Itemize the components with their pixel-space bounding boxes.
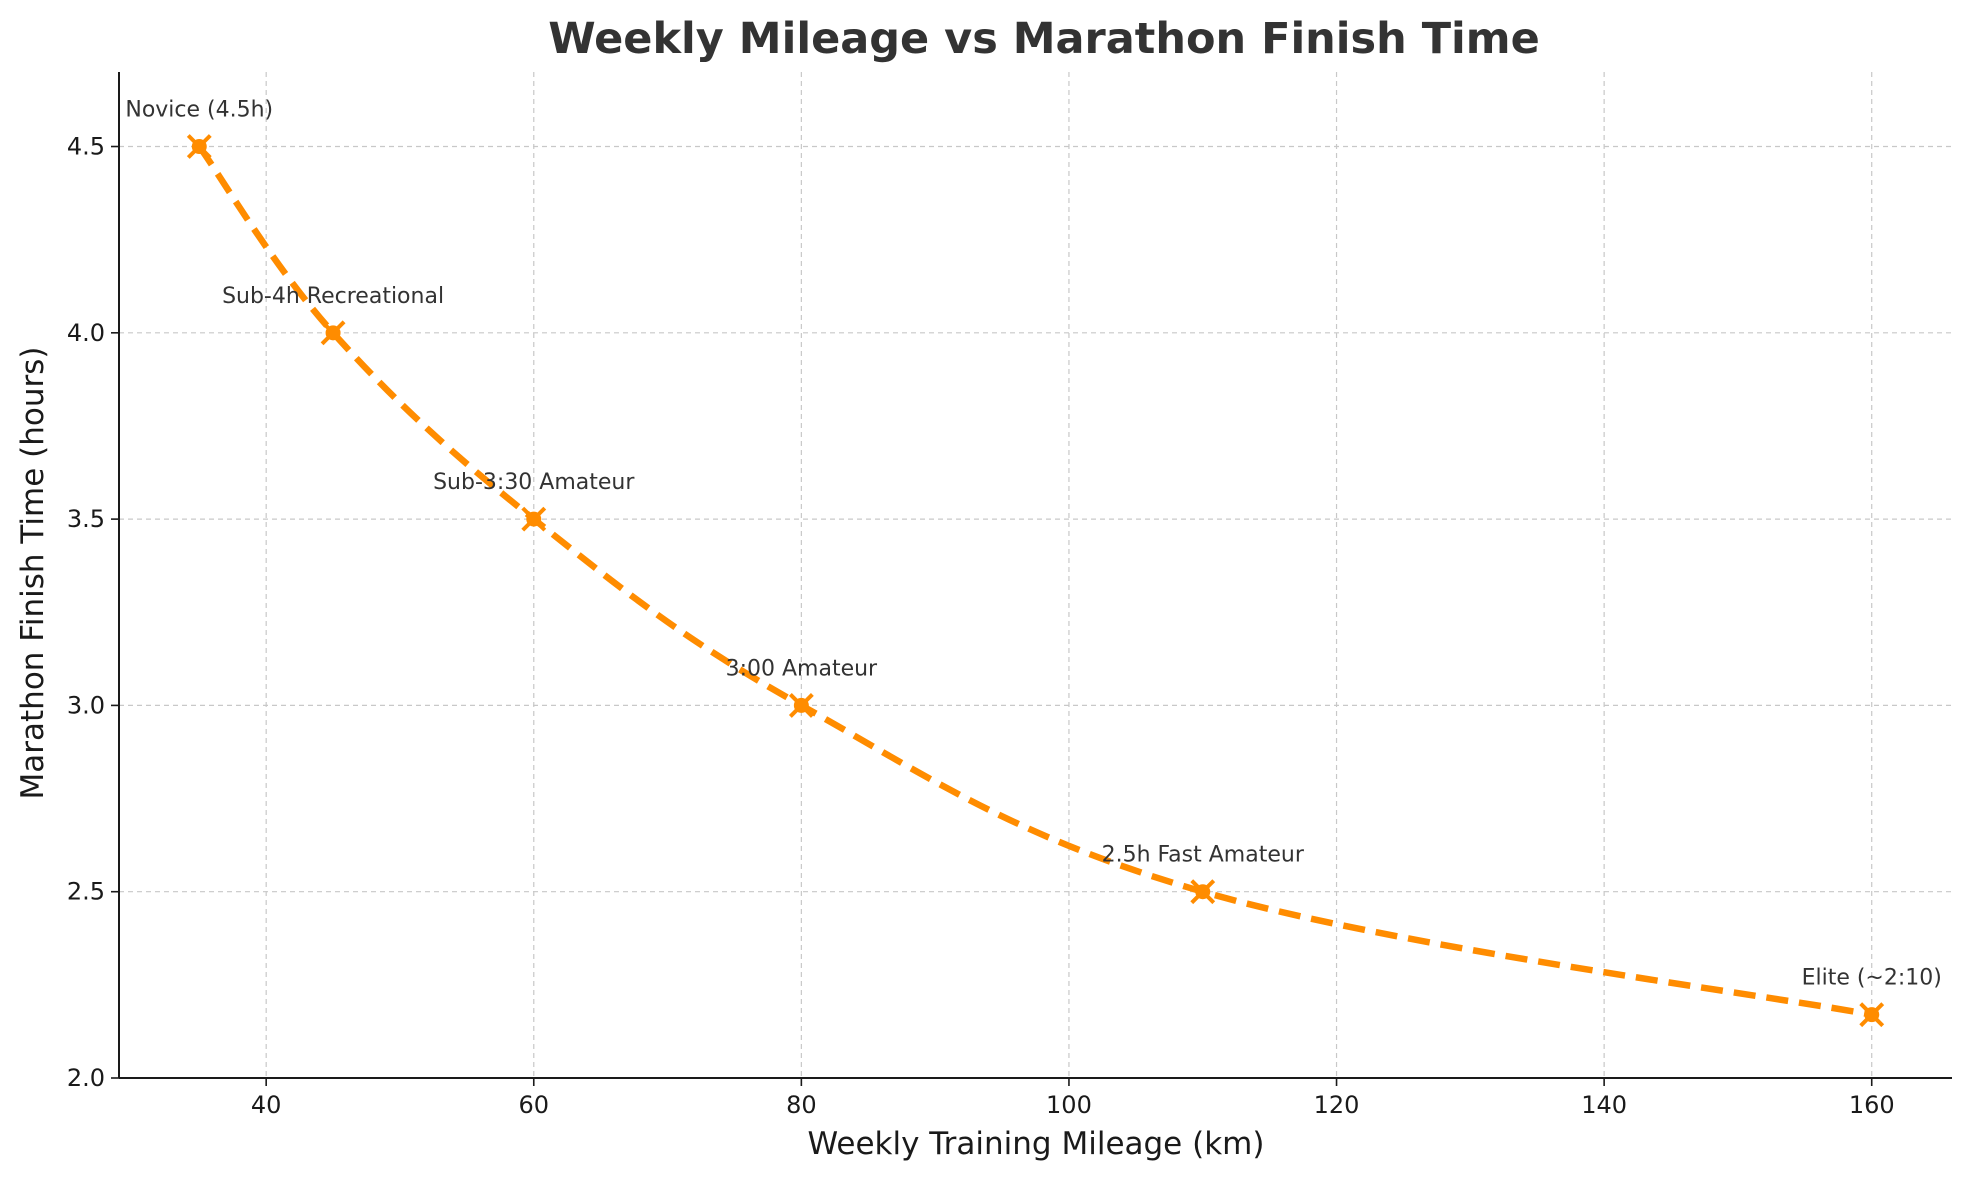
- data-point: [186, 134, 212, 159]
- x-tick-label: 120: [1314, 1091, 1360, 1119]
- data-point: [788, 692, 814, 718]
- point-annotation: 2.5h Fast Amateur: [1102, 843, 1305, 868]
- axes-layer: [118, 72, 1952, 1079]
- point-marker-dot: [191, 139, 207, 155]
- y-tick-label: 3.0: [67, 691, 105, 719]
- x-tick-label: 100: [1046, 1091, 1092, 1119]
- y-tick-label: 2.0: [67, 1064, 105, 1092]
- point-annotation: 3:00 Amateur: [726, 656, 878, 681]
- y-tick-label: 4.5: [67, 133, 105, 161]
- grid-layer: [119, 72, 1952, 1079]
- point-marker-dot: [793, 697, 809, 713]
- point-marker-dot: [325, 325, 341, 341]
- point-annotation: Sub-4h Recreational: [222, 284, 444, 309]
- point-marker-dot: [526, 511, 542, 527]
- x-axis-label: Weekly Training Mileage (km): [808, 1126, 1265, 1162]
- data-point: [1190, 879, 1216, 905]
- y-tick-label: 3.5: [67, 505, 105, 533]
- x-tick-label: 160: [1849, 1091, 1895, 1119]
- point-annotation: Sub-3:30 Amateur: [433, 470, 635, 495]
- series-line: [196, 144, 1873, 1018]
- y-tick-label: 2.5: [67, 878, 105, 906]
- x-tick-label: 80: [786, 1091, 817, 1119]
- point-annotation: Elite (~2:10): [1802, 966, 1942, 991]
- data-point: [320, 320, 346, 346]
- point-marker-dot: [1195, 884, 1211, 900]
- point-marker-dot: [1864, 1007, 1880, 1023]
- data-point: [1859, 1002, 1885, 1028]
- y-axis-label: Marathon Finish Time (hours): [15, 347, 51, 800]
- x-tick-label: 60: [518, 1091, 549, 1119]
- point-annotation: Novice (4.5h): [125, 98, 273, 123]
- ticks-layer: 40 60 80 100 120 140 160 2.0 2.5 3.0 3.5 4.0 4.5: [67, 133, 1895, 1119]
- x-tick-label: 140: [1581, 1091, 1627, 1119]
- series-layer: [186, 134, 1885, 1028]
- annotation-layer: Novice (4.5h) Sub-4h Recreational Sub-3:30…: [125, 98, 1941, 991]
- y-tick-label: 4.0: [67, 319, 105, 347]
- data-point: [521, 506, 547, 532]
- x-tick-label: 40: [251, 1091, 282, 1119]
- chart-title: Weekly Mileage vs Marathon Finish Time: [548, 14, 1540, 64]
